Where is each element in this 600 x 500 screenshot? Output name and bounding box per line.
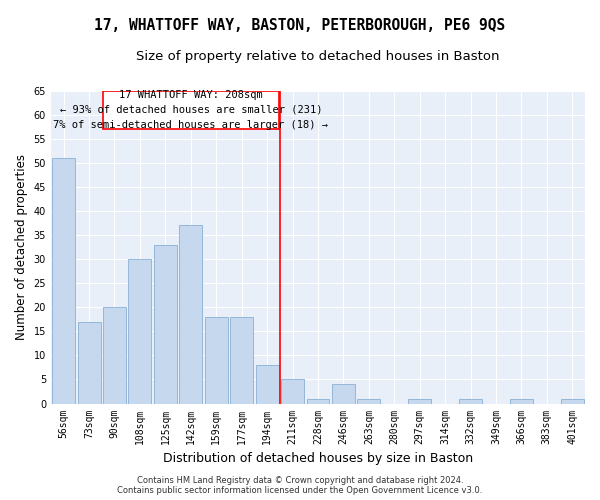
- Bar: [103, 90, 278, 129]
- Bar: [510, 398, 533, 404]
- Bar: [103, 307, 126, 404]
- Bar: [358, 398, 380, 404]
- Bar: [332, 384, 355, 404]
- X-axis label: Distribution of detached houses by size in Baston: Distribution of detached houses by size …: [163, 452, 473, 465]
- Bar: [205, 317, 227, 404]
- Bar: [128, 259, 151, 404]
- Text: 17, WHATTOFF WAY, BASTON, PETERBOROUGH, PE6 9QS: 17, WHATTOFF WAY, BASTON, PETERBOROUGH, …: [94, 18, 506, 32]
- Bar: [561, 398, 584, 404]
- Text: Contains HM Land Registry data © Crown copyright and database right 2024.
Contai: Contains HM Land Registry data © Crown c…: [118, 476, 482, 495]
- Bar: [281, 380, 304, 404]
- Bar: [52, 158, 75, 404]
- Bar: [179, 226, 202, 404]
- Text: 17 WHATTOFF WAY: 208sqm
← 93% of detached houses are smaller (231)
7% of semi-de: 17 WHATTOFF WAY: 208sqm ← 93% of detache…: [53, 90, 328, 130]
- Bar: [408, 398, 431, 404]
- Y-axis label: Number of detached properties: Number of detached properties: [15, 154, 28, 340]
- Title: Size of property relative to detached houses in Baston: Size of property relative to detached ho…: [136, 50, 500, 63]
- Bar: [77, 322, 101, 404]
- Bar: [459, 398, 482, 404]
- Bar: [154, 244, 177, 404]
- Bar: [230, 317, 253, 404]
- Bar: [307, 398, 329, 404]
- Bar: [256, 365, 278, 404]
